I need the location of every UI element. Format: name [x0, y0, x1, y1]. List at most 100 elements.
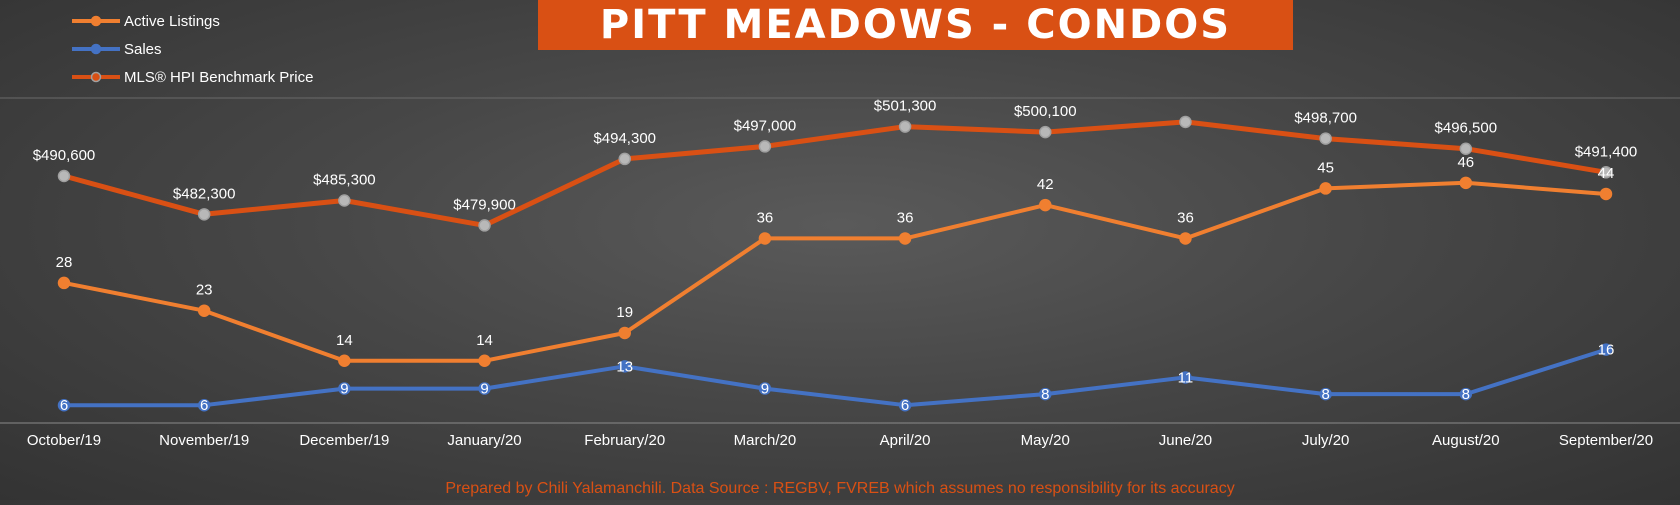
data-label: $490,600: [33, 147, 96, 164]
series-sales: 6 6 9 9 13 9 6 8 11 8 8 16: [57, 342, 1615, 414]
data-label: 6: [60, 397, 68, 414]
data-point: [338, 194, 351, 207]
data-label: 8: [1041, 386, 1049, 403]
data-point: [898, 398, 912, 412]
data-label: $491,400: [1575, 143, 1638, 160]
x-tick-label: October/19: [27, 432, 101, 449]
data-point: [478, 354, 491, 368]
data-point: [1459, 142, 1473, 155]
x-tick-label: June/20: [1159, 432, 1212, 449]
data-label: $485,300: [313, 171, 376, 188]
data-point: [1599, 343, 1613, 356]
data-label: 36: [1177, 209, 1194, 226]
data-label: 23: [196, 282, 213, 299]
x-tick-label: November/19: [159, 432, 249, 449]
x-tick-label: February/20: [584, 432, 665, 449]
data-point: [1039, 125, 1052, 139]
data-point: [1319, 387, 1332, 401]
data-point: [197, 304, 211, 317]
data-label: 19: [616, 304, 633, 321]
footer-source-note: Prepared by Chili Yalamanchili. Data Sou…: [445, 480, 1235, 497]
data-label: $494,300: [593, 130, 656, 147]
data-label: $479,900: [453, 196, 516, 213]
data-label: $497,000: [734, 117, 797, 134]
data-label: 14: [336, 332, 353, 349]
data-point: [478, 382, 491, 395]
data-label: 28: [56, 254, 73, 271]
data-label: 8: [1462, 386, 1470, 403]
legend-entry: Sales: [124, 41, 162, 58]
data-label: $500,100: [1014, 103, 1077, 120]
x-tick-label: September/20: [1559, 432, 1653, 449]
data-point: [898, 120, 912, 133]
series-line: [62, 180, 1608, 363]
x-tick-label: May/20: [1021, 432, 1070, 449]
legend: Active Listings Sales MLS® HPI Benchmark P…: [72, 13, 313, 86]
data-point: [1459, 176, 1473, 190]
data-label: 6: [901, 397, 909, 414]
data-label: $496,500: [1435, 120, 1498, 137]
data-label: 16: [1598, 342, 1615, 359]
data-point: [618, 152, 631, 166]
x-tick-label: July/20: [1302, 432, 1350, 449]
data-label: 8: [1321, 386, 1329, 403]
x-tick-label: January/20: [447, 432, 521, 449]
legend-entry: MLS® HPI Benchmark Price: [124, 69, 313, 86]
series-layer: $490,600 $482,300 $485,300 $479,900 $494,300…: [33, 98, 1638, 415]
chart-title: PITT MEADOWS - CONDOS: [599, 2, 1232, 48]
data-label: $482,300: [173, 185, 236, 202]
data-label: 45: [1317, 159, 1334, 176]
data-point: [1039, 198, 1052, 212]
data-label: 9: [761, 381, 769, 398]
data-point: [758, 382, 772, 395]
data-point: [1179, 115, 1192, 129]
x-tick-label: August/20: [1432, 432, 1500, 449]
x-axis-tick-labels: October/19 November/19 December/19 January/…: [27, 432, 1653, 449]
data-label: 6: [200, 397, 208, 414]
data-label: $501,300: [874, 98, 937, 115]
data-label: 46: [1457, 154, 1474, 171]
data-point: [1459, 387, 1473, 401]
data-label: 44: [1598, 165, 1615, 182]
series-line: [61, 119, 1609, 228]
data-point: [1039, 387, 1052, 401]
data-point: [197, 398, 211, 412]
data-label: 36: [897, 209, 914, 226]
data-label: 42: [1037, 176, 1054, 193]
data-label: 9: [340, 381, 348, 398]
data-point: [57, 169, 71, 183]
data-point: [197, 208, 211, 221]
data-label: 9: [480, 381, 488, 398]
legend-swatch-marker: [90, 71, 102, 83]
data-point: [1179, 232, 1192, 245]
data-point: [57, 276, 71, 290]
data-point: [618, 360, 631, 373]
series-mls-hpi-benchmark-price: $490,600 $482,300 $485,300 $479,900 $494,300…: [33, 98, 1638, 232]
data-point: [898, 232, 912, 245]
data-point: [1319, 132, 1332, 145]
series-line: [62, 347, 1608, 408]
legend-entry: Active Listings: [124, 13, 220, 30]
data-label: 36: [757, 209, 774, 226]
data-label: $498,700: [1294, 110, 1357, 127]
x-tick-label: December/19: [299, 432, 389, 449]
data-label: 14: [476, 332, 493, 349]
series-active-listings: 28 23 14 14 19 36 36 42 36 45 46 44: [56, 154, 1615, 368]
x-tick-label: April/20: [880, 432, 931, 449]
data-point: [618, 326, 631, 340]
data-label: 13: [616, 358, 633, 375]
data-point: [338, 354, 351, 368]
data-point: [758, 140, 772, 153]
legend-swatch-marker: [90, 43, 102, 55]
data-point: [1599, 166, 1613, 179]
title-banner: PITT MEADOWS - CONDOS: [538, 0, 1293, 50]
data-point: [1179, 371, 1192, 384]
legend-swatch-marker: [90, 15, 102, 27]
data-point: [338, 382, 351, 395]
data-label: 11: [1178, 369, 1194, 386]
data-point: [1319, 182, 1332, 195]
data-point: [478, 219, 491, 232]
x-tick-label: March/20: [734, 432, 797, 449]
